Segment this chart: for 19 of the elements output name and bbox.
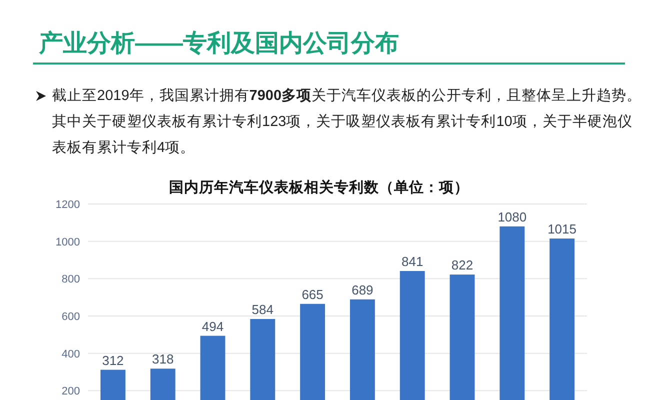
y-tick-label: 600	[62, 311, 80, 323]
data-label: 841	[402, 254, 424, 270]
data-label: 584	[252, 302, 274, 317]
data-label: 494	[202, 318, 224, 334]
chart-subtitle: 国内历年汽车仪表板相关专利数（单位：项）	[169, 178, 469, 196]
data-label: 822	[451, 258, 474, 273]
data-label: 1080	[498, 209, 527, 224]
chart-title: 产业分析——专利及国内公司分布	[39, 30, 399, 57]
y-tick-label: 1200	[56, 199, 80, 211]
y-tick-label: 1000	[56, 236, 80, 248]
data-label: 1015	[548, 222, 577, 237]
y-tick-label: 800	[62, 274, 80, 286]
data-label: 689	[352, 282, 374, 298]
y-tick-label: 200	[62, 386, 80, 398]
text: 截止至2019年，我国累计拥有7900多项关于汽车仪表板的公开专利，且整体呈上升趋势。其中关于硬塑仪表板有累计专利123项，关于吸塑仪表板有累计专利10项，关于半硬泡仪表板有累计专利4项。	[52, 88, 642, 156]
data-label: 318	[152, 352, 174, 367]
data-label: 665	[302, 286, 324, 302]
data-label: 312	[102, 352, 124, 368]
y-tick-label: 400	[62, 348, 80, 360]
